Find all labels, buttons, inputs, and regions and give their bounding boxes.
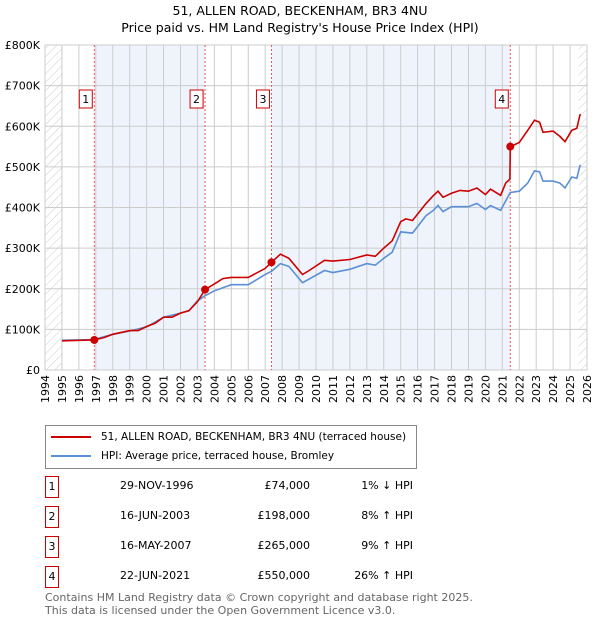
property-price-line — [61, 113, 581, 342]
sale-date: 16-MAY-2007 — [120, 539, 192, 552]
sale-hpi-diff: 26% ↑ HPI — [354, 569, 413, 582]
x-tick-label: 2016 — [412, 375, 425, 403]
x-tick-label: 2002 — [175, 375, 188, 403]
sale-price: £550,000 — [257, 569, 311, 582]
sale-hpi-diff: 9% ↑ HPI — [361, 539, 413, 552]
sale-label-box — [78, 89, 93, 109]
x-tick-label: 2004 — [208, 375, 221, 403]
x-tick-label: 2005 — [225, 375, 238, 403]
sale-marker: 4 — [45, 566, 59, 588]
sale-date: 29-NOV-1996 — [120, 479, 194, 492]
x-tick-label: 2022 — [513, 375, 526, 403]
legend-label-property: 51, ALLEN ROAD, BECKENHAM, BR3 4NU (terr… — [101, 431, 407, 443]
sale-row: 3 16-MAY-2007 £265,000 9% ↑ HPI — [45, 536, 413, 558]
sale-price: £74,000 — [264, 479, 311, 492]
footer-copyright: Contains HM Land Registry data © Crown c… — [45, 591, 473, 604]
sale-label: 2 — [193, 93, 200, 106]
sale-price: £198,000 — [257, 509, 311, 522]
sale-label-box — [255, 89, 270, 109]
sale-point — [201, 285, 210, 294]
x-tick-label: 2019 — [462, 375, 475, 403]
legend: 51, ALLEN ROAD, BECKENHAM, BR3 4NU (terr… — [45, 425, 417, 469]
chart-subtitle: Price paid vs. HM Land Registry's House … — [121, 20, 479, 35]
y-tick-label: £700K — [5, 80, 41, 93]
x-tick-label: 2023 — [530, 375, 543, 403]
x-tick-label: 2001 — [158, 375, 171, 403]
y-tick-label: £500K — [5, 161, 41, 174]
x-tick-label: 2024 — [547, 375, 560, 403]
x-tick-label: 2011 — [327, 375, 340, 403]
x-tick-label: 2003 — [191, 375, 204, 403]
x-tick-label: 2026 — [581, 375, 594, 403]
sale-row: 1 29-NOV-1996 £74,000 1% ↓ HPI — [45, 476, 413, 498]
x-tick-label: 2000 — [141, 375, 154, 403]
sale-date: 22-JUN-2021 — [120, 569, 191, 582]
y-tick-label: £0 — [26, 364, 40, 377]
x-tick-label: 2017 — [429, 375, 442, 403]
x-tick-label: 2015 — [395, 375, 408, 403]
x-tick-label: 2013 — [361, 375, 374, 403]
x-tick-label: 2010 — [310, 375, 323, 403]
sale-row: 2 16-JUN-2003 £198,000 8% ↑ HPI — [45, 506, 413, 528]
sale-point — [267, 258, 276, 267]
legend-label-hpi: HPI: Average price, terraced house, Brom… — [101, 450, 335, 462]
sale-marker: 1 — [45, 476, 59, 498]
sale-label-box — [494, 89, 509, 109]
sale-date: 16-JUN-2003 — [120, 509, 191, 522]
legend-swatch-property — [51, 436, 91, 438]
x-tick-label: 2012 — [344, 375, 357, 403]
y-tick-label: £200K — [5, 283, 41, 296]
x-tick-label: 2006 — [242, 375, 255, 403]
sale-point — [90, 335, 99, 344]
x-tick-label: 1997 — [90, 375, 103, 403]
sale-hpi-diff: 1% ↓ HPI — [361, 479, 413, 492]
legend-swatch-hpi — [51, 455, 91, 457]
sale-point — [506, 142, 515, 151]
x-tick-label: 1995 — [56, 375, 69, 403]
price-chart: 1994 1995 1996 1997 1998 1999 2000 2001 2002 2003… — [5, 39, 594, 403]
sale-marker: 3 — [45, 536, 59, 558]
y-tick-label: £300K — [5, 242, 41, 255]
sale-row: 4 22-JUN-2021 £550,000 26% ↑ HPI — [45, 566, 413, 588]
sale-label: 4 — [498, 93, 505, 106]
x-tick-label: 1996 — [73, 375, 86, 403]
chart-title: 51, ALLEN ROAD, BECKENHAM, BR3 4NU — [172, 3, 428, 18]
plot-border — [44, 44, 588, 371]
x-tick-label: 2021 — [496, 375, 509, 403]
x-tick-label: 1994 — [39, 375, 52, 403]
x-tick-label: 2008 — [276, 375, 289, 403]
sale-price: £265,000 — [257, 539, 311, 552]
y-tick-label: £600K — [5, 120, 41, 133]
sale-label-box — [189, 89, 204, 109]
sale-marker: 2 — [45, 506, 59, 528]
y-tick-label: £800K — [5, 39, 41, 52]
y-tick-label: £400K — [5, 202, 41, 215]
sale-hpi-diff: 8% ↑ HPI — [361, 509, 413, 522]
x-tick-label: 2014 — [378, 375, 391, 403]
x-tick-label: 1999 — [124, 375, 137, 403]
x-tick-label: 1998 — [107, 375, 120, 403]
x-tick-label: 2020 — [479, 375, 492, 403]
y-tick-label: £100K — [5, 323, 41, 336]
x-tick-label: 2007 — [259, 375, 272, 403]
x-tick-label: 2025 — [564, 375, 577, 403]
footer-licence: This data is licensed under the Open Gov… — [45, 604, 396, 617]
x-tick-label: 2009 — [293, 375, 306, 403]
sale-label: 3 — [259, 93, 266, 106]
x-tick-label: 2018 — [446, 375, 459, 403]
sale-label: 1 — [82, 93, 89, 106]
